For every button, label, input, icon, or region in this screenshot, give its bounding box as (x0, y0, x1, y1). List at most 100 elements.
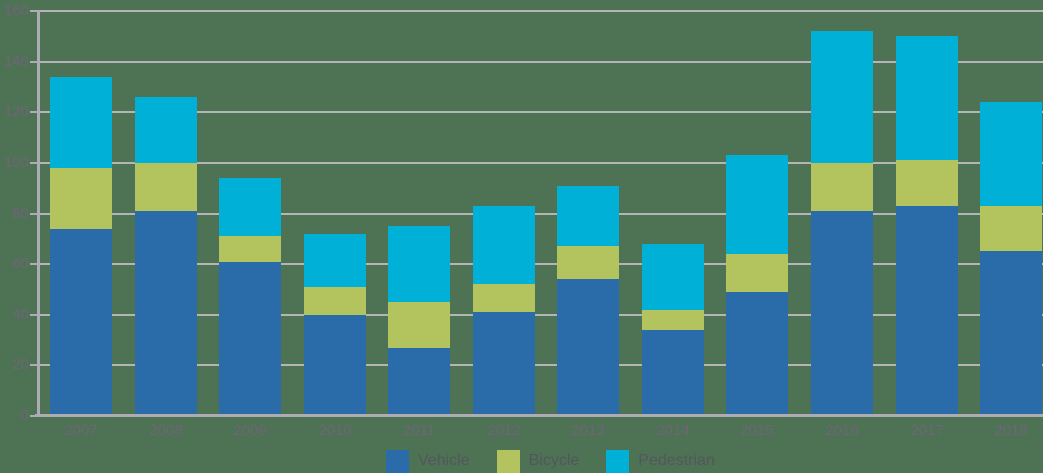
y-tick-label-140: 140 (3, 53, 29, 70)
bar-segment-2017-bicycle (896, 160, 958, 206)
x-tick-label-2016: 2016 (825, 422, 859, 439)
gridline-100 (37, 162, 1043, 164)
y-axis-tick-140 (30, 61, 37, 63)
bar-segment-2015-vehicle (726, 292, 788, 416)
legend-label-vehicle: Vehicle (418, 452, 470, 469)
bar-segment-2013-pedestrian (557, 186, 619, 246)
gridline-20 (37, 364, 1043, 366)
legend-item-bicycle: Bicycle (496, 449, 580, 473)
legend-item-vehicle: Vehicle (386, 449, 470, 473)
bar-2007 (50, 0, 112, 416)
x-tick-label-2013: 2013 (571, 422, 605, 439)
y-axis-tick-20 (30, 364, 37, 366)
bar-segment-2016-vehicle (811, 211, 873, 416)
bar-segment-2012-pedestrian (473, 206, 535, 284)
bar-segment-2016-pedestrian (811, 31, 873, 163)
x-tick-label-2009: 2009 (233, 422, 267, 439)
y-tick-label-0: 0 (20, 407, 29, 424)
x-tick-label-2014: 2014 (656, 422, 690, 439)
bar-segment-2010-vehicle (304, 315, 366, 416)
gridline-40 (37, 314, 1043, 316)
bar-segment-2018-pedestrian (980, 102, 1042, 206)
y-axis-tick-160 (30, 10, 37, 12)
bar-segment-2007-vehicle (50, 229, 112, 416)
y-tick-label-160: 160 (3, 2, 29, 19)
bar-2018 (980, 0, 1042, 416)
y-axis-tick-60 (30, 263, 37, 265)
legend-item-pedestrian: Pedestrian (606, 449, 715, 473)
bar-segment-2010-bicycle (304, 287, 366, 315)
y-axis-tick-120 (30, 111, 37, 113)
y-axis-line (37, 10, 40, 417)
gridline-160 (37, 10, 1043, 12)
bar-2017 (896, 0, 958, 416)
y-tick-label-60: 60 (12, 255, 29, 272)
y-axis-tick-100 (30, 162, 37, 164)
gridline-60 (37, 263, 1043, 265)
x-tick-label-2018: 2018 (994, 422, 1028, 439)
bar-segment-2014-vehicle (642, 330, 704, 416)
bar-2011 (388, 0, 450, 416)
bar-segment-2017-vehicle (896, 206, 958, 416)
bar-segment-2011-pedestrian (388, 226, 450, 302)
x-tick-label-2011: 2011 (402, 422, 436, 439)
y-tick-label-80: 80 (12, 205, 29, 222)
bar-2010 (304, 0, 366, 416)
bar-segment-2007-bicycle (50, 168, 112, 229)
bar-segment-2013-vehicle (557, 279, 619, 416)
bar-segment-2011-bicycle (388, 302, 450, 348)
bar-2009 (219, 0, 281, 416)
y-tick-label-100: 100 (3, 154, 29, 171)
bar-segment-2014-bicycle (642, 310, 704, 330)
x-tick-label-2008: 2008 (149, 422, 183, 439)
bar-segment-2015-pedestrian (726, 155, 788, 254)
bar-segment-2007-pedestrian (50, 77, 112, 168)
bar-segment-2009-vehicle (219, 262, 281, 416)
bar-segment-2015-bicycle (726, 254, 788, 292)
x-tick-label-2017: 2017 (910, 422, 944, 439)
bar-segment-2010-pedestrian (304, 234, 366, 287)
gridline-120 (37, 111, 1043, 113)
bar-2014 (642, 0, 704, 416)
y-tick-label-40: 40 (12, 306, 29, 323)
bar-segment-2012-vehicle (473, 312, 535, 416)
gridline-140 (37, 61, 1043, 63)
bar-2016 (811, 0, 873, 416)
bar-2012 (473, 0, 535, 416)
bar-segment-2009-bicycle (219, 236, 281, 262)
legend-swatch-bicycle (496, 449, 520, 473)
x-axis-line (35, 414, 1043, 417)
bar-segment-2008-pedestrian (135, 97, 197, 163)
y-axis-tick-40 (30, 314, 37, 316)
bar-segment-2013-bicycle (557, 246, 619, 279)
bar-2013 (557, 0, 619, 416)
bar-segment-2018-vehicle (980, 251, 1042, 416)
bar-2008 (135, 0, 197, 416)
gridline-80 (37, 213, 1043, 215)
y-tick-label-120: 120 (3, 103, 29, 120)
bar-segment-2012-bicycle (473, 284, 535, 312)
y-axis-tick-80 (30, 213, 37, 215)
legend-label-bicycle: Bicycle (528, 452, 580, 469)
legend: Vehicle Bicycle Pedestrian (386, 449, 715, 473)
y-tick-label-20: 20 (12, 356, 29, 373)
x-tick-label-2012: 2012 (487, 422, 521, 439)
bar-segment-2017-pedestrian (896, 36, 958, 160)
bar-segment-2016-bicycle (811, 163, 873, 211)
legend-swatch-vehicle (386, 449, 409, 473)
bar-segment-2014-pedestrian (642, 244, 704, 310)
bar-2015 (726, 0, 788, 416)
legend-label-pedestrian: Pedestrian (638, 452, 715, 469)
bar-segment-2011-vehicle (388, 348, 450, 416)
bar-segment-2008-bicycle (135, 163, 197, 211)
x-tick-label-2007: 2007 (64, 422, 98, 439)
bar-segment-2009-pedestrian (219, 178, 281, 236)
bar-segment-2018-bicycle (980, 206, 1042, 251)
bar-segment-2008-vehicle (135, 211, 197, 416)
y-axis-tick-0 (30, 415, 37, 417)
x-tick-label-2010: 2010 (318, 422, 352, 439)
legend-swatch-pedestrian (606, 449, 630, 473)
x-tick-label-2015: 2015 (740, 422, 774, 439)
